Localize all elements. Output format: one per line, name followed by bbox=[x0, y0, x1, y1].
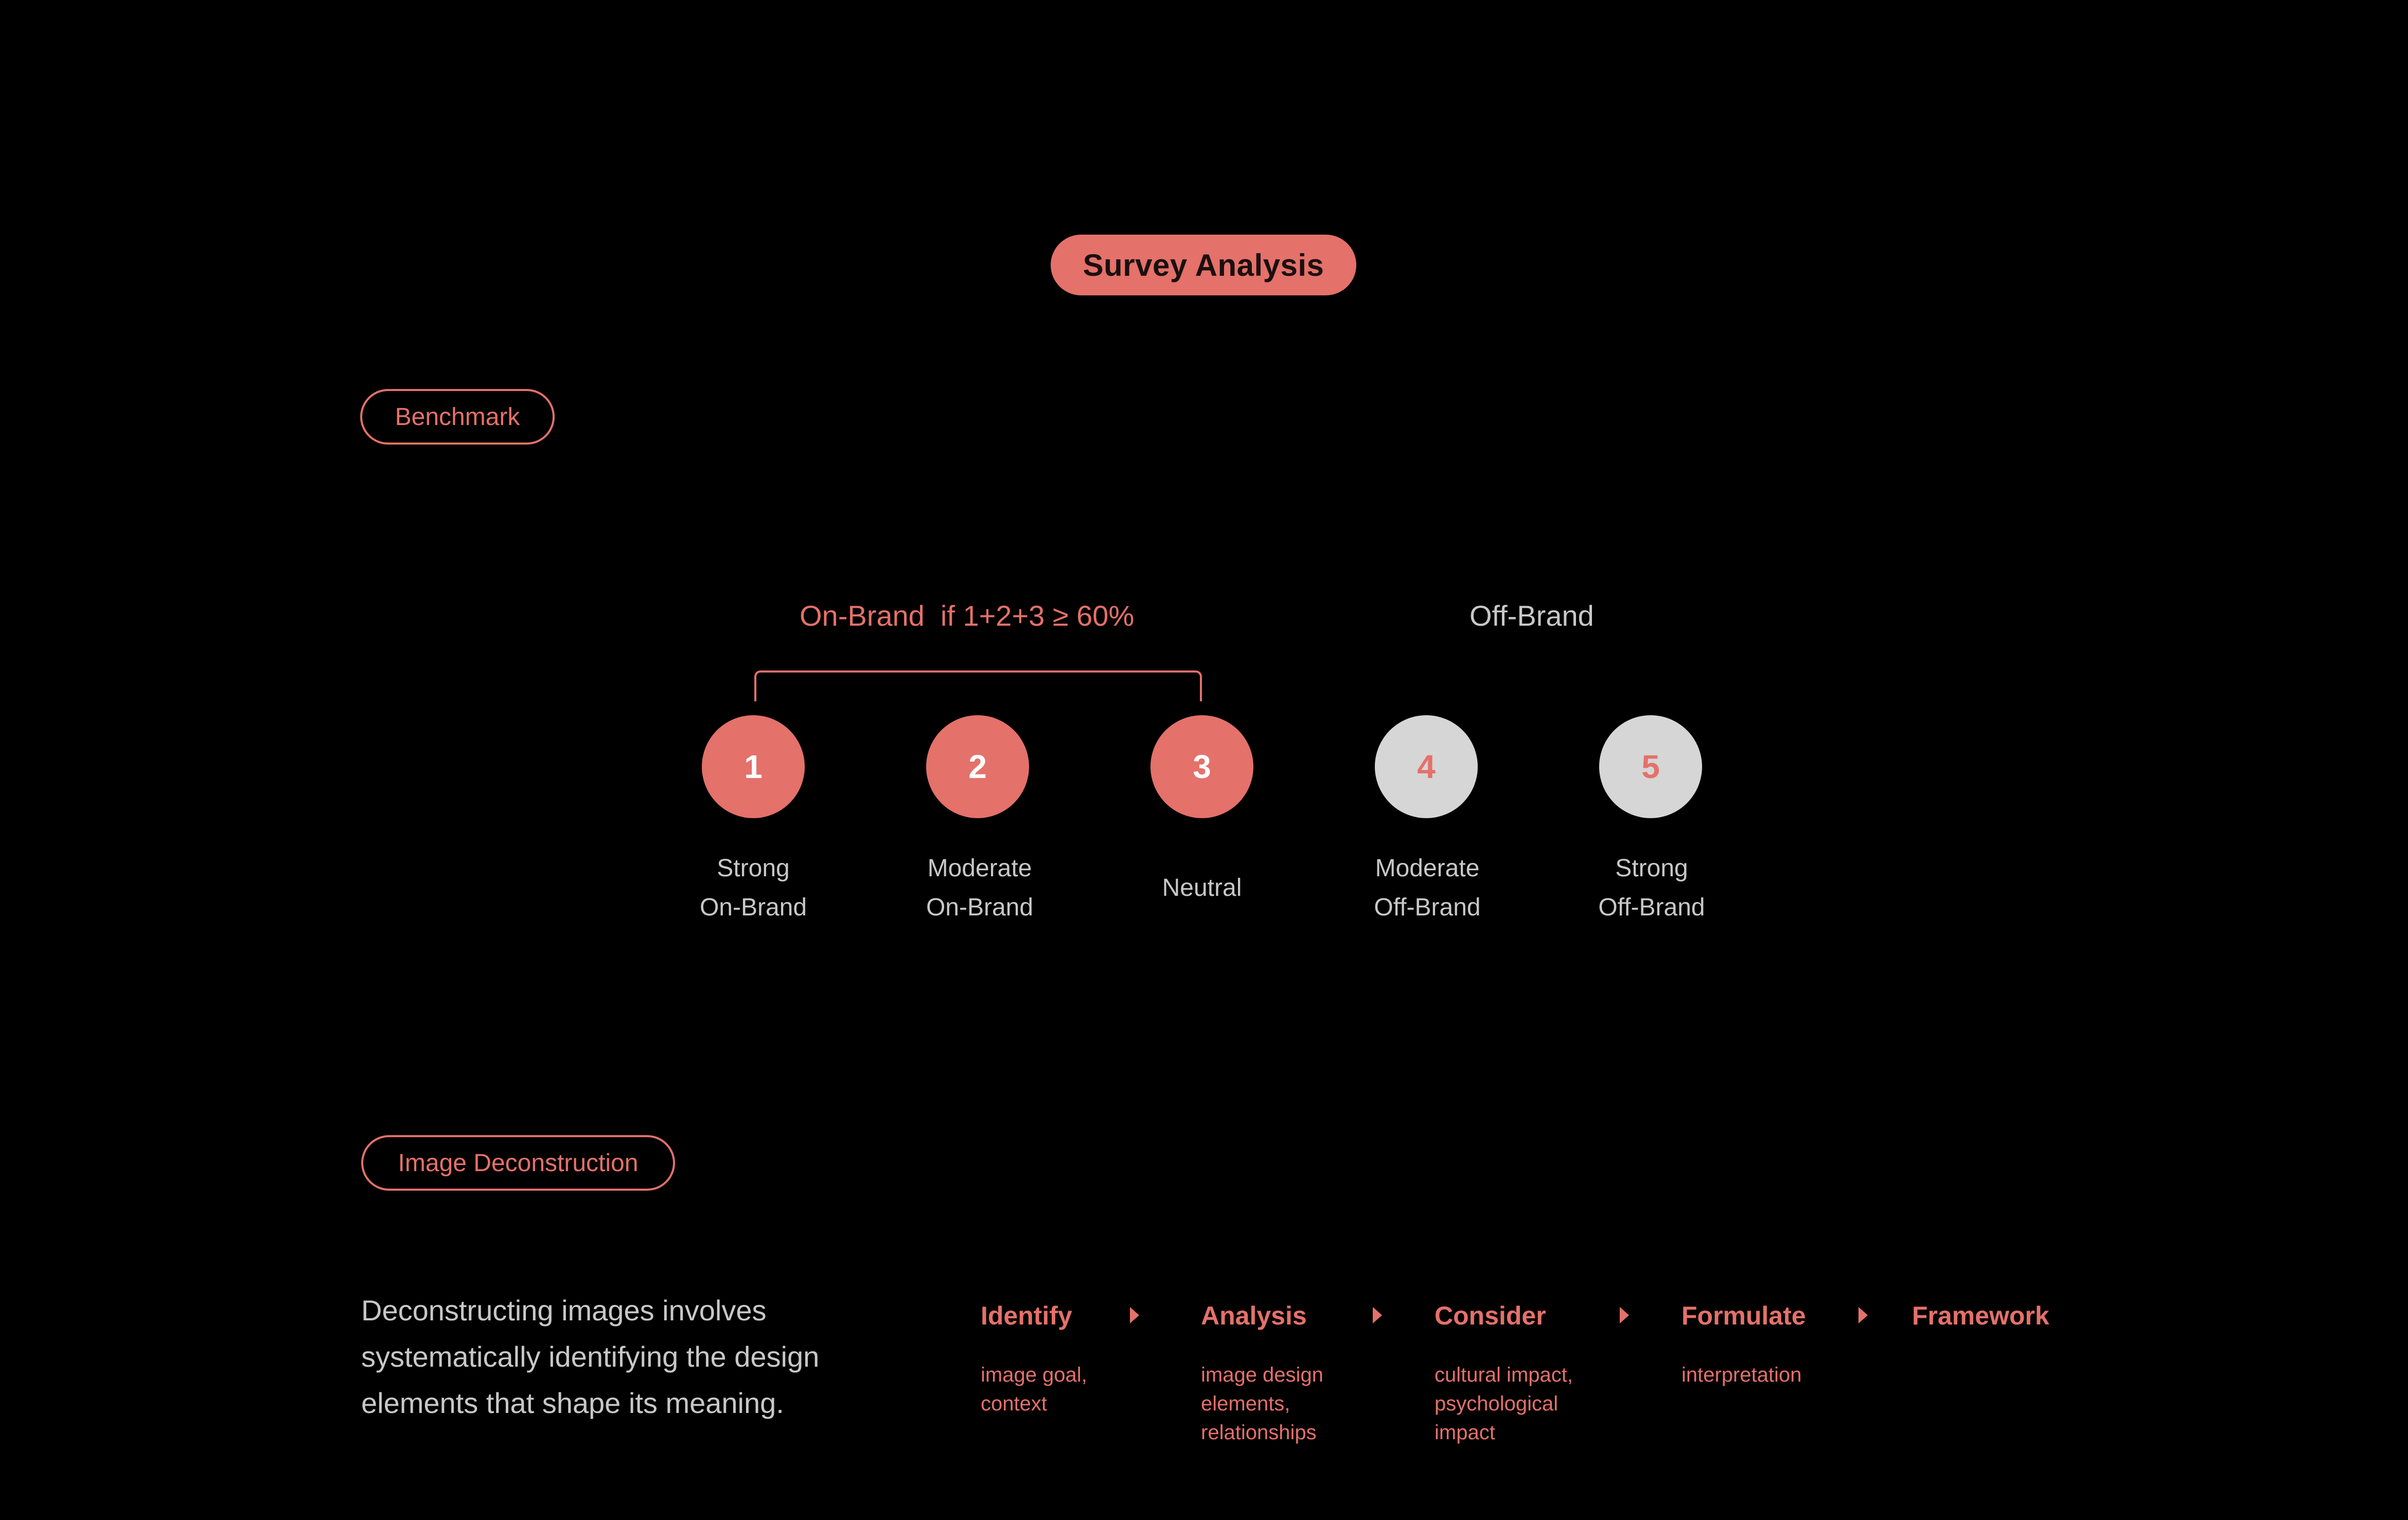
on-brand-bracket bbox=[754, 670, 1202, 701]
rating-circle-1: 1 bbox=[702, 715, 805, 818]
arrow-right-icon bbox=[1373, 1307, 1382, 1323]
step-title-analysis: Analysis bbox=[1201, 1301, 1307, 1330]
on-brand-group-label: On-Brand if 1+2+3 ≥ 60% bbox=[800, 599, 1135, 632]
arrow-right-icon bbox=[1620, 1307, 1629, 1323]
benchmark-tag: Benchmark bbox=[360, 389, 555, 445]
deconstruction-description: Deconstructing images involves systemati… bbox=[361, 1294, 820, 1419]
rating-label-line: On-Brand bbox=[926, 894, 1034, 921]
arrow-right-icon bbox=[1130, 1307, 1139, 1323]
off-brand-group-label: Off-Brand bbox=[1469, 599, 1594, 632]
rating-label-4: Moderate Off-Brand bbox=[1335, 849, 1520, 927]
step-detail-formulate: interpretation bbox=[1681, 1364, 1802, 1386]
image-deconstruction-tag: Image Deconstruction bbox=[361, 1135, 675, 1191]
step-title-framework: Framework bbox=[1912, 1301, 2049, 1330]
rating-label-5: Strong Off-Brand bbox=[1559, 849, 1744, 927]
rating-label-2: Moderate On-Brand bbox=[887, 849, 1072, 927]
rating-label-line: Moderate bbox=[1375, 855, 1480, 882]
rating-circle-4: 4 bbox=[1375, 715, 1478, 818]
rating-label-line: Off-Brand bbox=[1598, 894, 1705, 921]
rating-label-line: Off-Brand bbox=[1374, 894, 1481, 921]
arrow-right-icon bbox=[1858, 1307, 1868, 1323]
step-title-identify: Identify bbox=[981, 1301, 1072, 1330]
step-detail-analysis: image design elements, relationships bbox=[1201, 1364, 1323, 1444]
step-detail-identify: image goal, context bbox=[981, 1364, 1087, 1415]
rating-label-line: Strong bbox=[717, 855, 790, 882]
step-detail-consider: cultural impact, psychological impact bbox=[1435, 1364, 1573, 1444]
rating-label-3: Neutral bbox=[1109, 869, 1295, 908]
rating-circle-2: 2 bbox=[926, 715, 1029, 818]
rating-circle-3: 3 bbox=[1150, 715, 1253, 818]
page-title: Survey Analysis bbox=[1051, 235, 1356, 295]
rating-label-line: Neutral bbox=[1162, 874, 1242, 902]
rating-label-line: Moderate bbox=[927, 855, 1032, 882]
rating-label-1: Strong On-Brand bbox=[661, 849, 846, 927]
rating-circle-5: 5 bbox=[1599, 715, 1702, 818]
step-title-formulate: Formulate bbox=[1681, 1301, 1806, 1330]
rating-label-line: On-Brand bbox=[699, 894, 807, 921]
step-title-consider: Consider bbox=[1435, 1301, 1546, 1330]
rating-label-line: Strong bbox=[1615, 855, 1688, 882]
